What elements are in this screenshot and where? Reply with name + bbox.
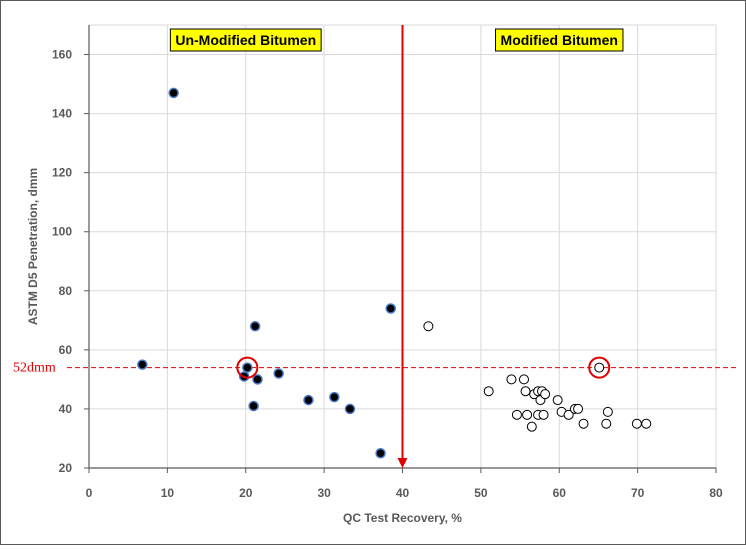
filled-data-point xyxy=(249,320,261,332)
filled-data-point xyxy=(344,403,356,415)
highlight-rings xyxy=(236,356,611,379)
x-tick-label: 40 xyxy=(396,486,410,500)
filled-data-point xyxy=(385,303,396,314)
open-data-point xyxy=(540,389,551,400)
open-data-point xyxy=(518,374,529,385)
filled-data-point xyxy=(375,447,386,459)
y-tick-label: 140 xyxy=(52,107,72,121)
tick-labels: 0 10 20 30 40 50 60 70 80 20 40 60 80 100 120 140 160 xyxy=(52,48,723,500)
open-data-point xyxy=(602,406,613,417)
open-data-point xyxy=(526,421,537,432)
y-tick-label: 20 xyxy=(59,461,73,475)
filled-data-point xyxy=(137,359,148,370)
y-tick-label: 80 xyxy=(59,284,73,298)
open-data-point xyxy=(631,418,642,429)
y-axis-title: ASTM D5 Penetration, dmm xyxy=(26,168,40,325)
region-label-box xyxy=(169,28,322,52)
reference-line-group: 52dmm xyxy=(13,361,736,376)
open-data-point xyxy=(522,409,533,420)
y-tick-label: 160 xyxy=(52,48,72,62)
open-data-point xyxy=(563,409,574,420)
open-data-point xyxy=(573,403,584,414)
open-data-point xyxy=(578,418,589,429)
filled-data-point xyxy=(303,394,314,406)
y-tick-label: 100 xyxy=(52,225,72,239)
region-label: Un-Modified Bitumen xyxy=(175,32,316,48)
open-data-point xyxy=(423,321,434,332)
open-data-point xyxy=(552,395,563,406)
region-labels: Un-Modified Bitumen Modified Bitumen xyxy=(169,28,624,52)
open-data-point xyxy=(601,418,612,429)
data-points xyxy=(137,87,652,459)
y-tick-label: 120 xyxy=(52,166,72,180)
filled-data-point xyxy=(252,374,263,385)
x-tick-label: 30 xyxy=(317,486,331,500)
filled-data-point xyxy=(273,368,284,379)
region-label: Modified Bitumen xyxy=(501,32,618,48)
region-label-box xyxy=(495,28,624,52)
y-tick-label: 40 xyxy=(59,402,73,416)
open-data-point xyxy=(594,362,605,373)
x-tick-label: 10 xyxy=(161,486,175,500)
highlight-ring xyxy=(588,356,611,379)
open-data-point xyxy=(506,374,517,385)
open-data-point xyxy=(538,409,549,420)
open-data-point xyxy=(641,418,652,429)
filled-data-point xyxy=(248,400,259,412)
reference-line-label: 52dmm xyxy=(13,361,56,376)
open-data-point xyxy=(511,409,522,420)
x-tick-label: 80 xyxy=(709,486,723,500)
x-tick-label: 20 xyxy=(239,486,253,500)
filled-data-point xyxy=(168,87,179,99)
divider-arrowhead xyxy=(397,458,408,468)
x-axis-title: QC Test Recovery, % xyxy=(343,511,462,525)
filled-data-point xyxy=(242,362,253,373)
x-tick-label: 0 xyxy=(86,486,93,500)
x-tick-label: 70 xyxy=(631,486,645,500)
open-data-point xyxy=(520,386,531,397)
x-tick-label: 60 xyxy=(553,486,567,500)
divider-group xyxy=(397,25,408,468)
x-tick-label: 50 xyxy=(474,486,488,500)
filled-data-point xyxy=(329,391,340,403)
y-tick-label: 60 xyxy=(59,343,73,357)
highlight-ring xyxy=(236,356,259,379)
open-data-point xyxy=(483,386,494,397)
